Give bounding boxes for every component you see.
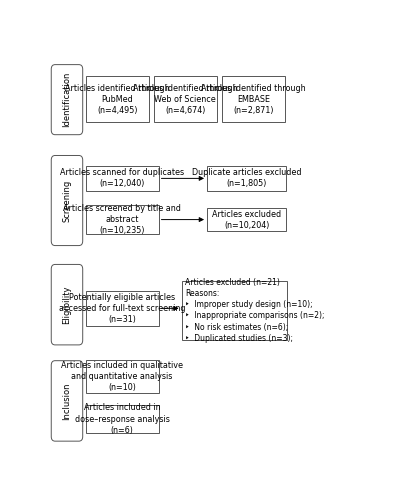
Text: Articles excluded
(n=10,204): Articles excluded (n=10,204) — [211, 210, 281, 230]
Text: Articles included in
dose–response analysis
(n=6): Articles included in dose–response analy… — [74, 404, 169, 434]
FancyBboxPatch shape — [153, 76, 217, 122]
FancyBboxPatch shape — [85, 205, 158, 234]
FancyBboxPatch shape — [85, 291, 158, 326]
Text: Articles scanned for duplicates
(n=12,040): Articles scanned for duplicates (n=12,04… — [60, 168, 184, 188]
FancyBboxPatch shape — [85, 166, 158, 191]
Text: Articles identified through
PubMed
(n=4,495): Articles identified through PubMed (n=4,… — [65, 84, 169, 115]
Text: Inclusion: Inclusion — [62, 382, 71, 420]
Text: Articles identified through
EMBASE
(n=2,871): Articles identified through EMBASE (n=2,… — [200, 84, 305, 115]
FancyBboxPatch shape — [221, 76, 284, 122]
FancyBboxPatch shape — [51, 156, 83, 246]
FancyBboxPatch shape — [85, 404, 158, 434]
FancyBboxPatch shape — [51, 264, 83, 345]
FancyBboxPatch shape — [85, 360, 158, 393]
Text: Potentially eligible articles
accessed for full-text screening
(n=31): Potentially eligible articles accessed f… — [59, 292, 185, 324]
Text: Articles excluded (n=21)
Reasons:
‣  Improper study design (n=10);
‣  Inappropri: Articles excluded (n=21) Reasons: ‣ Impr… — [185, 278, 324, 342]
Text: Identification: Identification — [62, 72, 71, 128]
Text: Screening: Screening — [62, 180, 71, 222]
Text: Articles identified through
Web of Science
(n=4,674): Articles identified through Web of Scien… — [133, 84, 237, 115]
FancyBboxPatch shape — [51, 64, 83, 134]
FancyBboxPatch shape — [181, 280, 286, 340]
FancyBboxPatch shape — [207, 208, 285, 232]
FancyBboxPatch shape — [51, 360, 83, 441]
Text: Eligibility: Eligibility — [62, 286, 71, 324]
Text: Duplicate articles excluded
(n=1,805): Duplicate articles excluded (n=1,805) — [191, 168, 301, 188]
FancyBboxPatch shape — [85, 76, 149, 122]
Text: Articles screened by title and
abstract
(n=10,235): Articles screened by title and abstract … — [63, 204, 181, 235]
Text: Articles included in qualitative
and quantitative analysis
(n=10): Articles included in qualitative and qua… — [61, 361, 183, 392]
FancyBboxPatch shape — [207, 166, 285, 191]
